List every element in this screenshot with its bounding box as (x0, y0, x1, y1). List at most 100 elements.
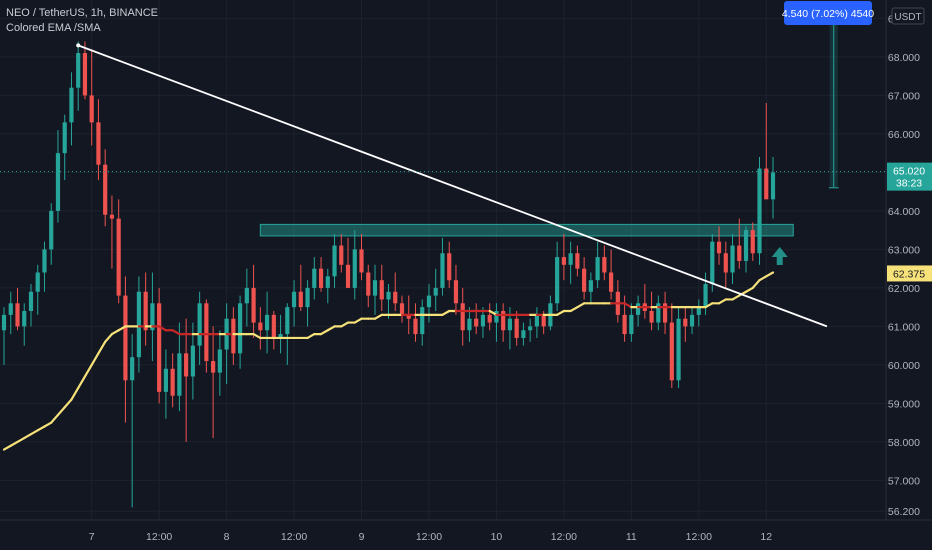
ema-segment (252, 333, 262, 340)
candle (69, 72, 74, 146)
candle (82, 41, 88, 100)
candle-body (555, 257, 560, 304)
ema-segment (488, 309, 498, 316)
candle (312, 257, 317, 300)
measure-tool[interactable]: 4.540 (7.02%) 4540 (782, 1, 874, 189)
time-tick-label: 12:00 (551, 531, 577, 543)
ema-segment (326, 325, 336, 332)
ema-segment (704, 302, 714, 309)
candle-body (635, 303, 641, 315)
candle (487, 303, 492, 331)
last-price-tag (887, 162, 932, 191)
candle-body (62, 122, 67, 154)
currency-badge[interactable] (891, 7, 925, 25)
candle-body (8, 303, 13, 315)
candle (582, 257, 587, 300)
ema-price-value: 62.375 (893, 268, 925, 280)
ema-segment (83, 363, 93, 378)
resistance-zone-rect[interactable] (259, 223, 794, 237)
candle-body (359, 249, 364, 273)
candle (157, 287, 162, 404)
measure-label-box[interactable] (784, 1, 872, 25)
candle (656, 295, 661, 331)
candle (420, 299, 425, 346)
candle (130, 334, 135, 508)
indicator-title[interactable]: Colored EMA /SMA (6, 22, 101, 34)
candle (710, 234, 715, 292)
candle-body (386, 291, 391, 300)
candle (635, 295, 641, 327)
time-tick-label: 7 (89, 531, 95, 543)
candle (204, 299, 209, 373)
candle-body (211, 361, 216, 373)
price-axis[interactable]: 70.00069.00068.00067.00066.00065.00064.0… (885, 0, 932, 550)
time-tick-label: 12:00 (281, 531, 307, 543)
candle (770, 157, 776, 219)
candle (177, 322, 182, 412)
ema-segment (29, 429, 39, 436)
ema-segment (441, 309, 451, 316)
resistance-zone[interactable] (259, 223, 794, 237)
candle (359, 234, 364, 281)
ema-segment (70, 386, 80, 401)
candle-body (103, 164, 108, 215)
candle-body (750, 230, 755, 254)
ema-segment (97, 340, 107, 355)
trendline-anchor[interactable] (76, 43, 81, 48)
time-axis[interactable]: 7 12:00 8 12:00 9 12:00 10 12:00 11 12:00 12 (0, 519, 932, 550)
candle (1, 307, 7, 365)
candle-body (683, 318, 688, 327)
candle-body (467, 318, 472, 331)
candle (318, 257, 324, 292)
symbol-title[interactable]: NEO / TetherUS, 1h, BINANCE (6, 7, 159, 19)
price-tick-label: 66.000 (888, 129, 920, 141)
candle (325, 268, 330, 304)
candle (507, 307, 513, 350)
candle-body (312, 268, 317, 288)
candle-body (703, 284, 708, 308)
time-axis-bg (0, 520, 932, 550)
candle (548, 295, 553, 331)
candle (575, 245, 580, 277)
candle (163, 349, 168, 419)
candle (305, 280, 310, 327)
candle-body (507, 318, 513, 331)
time-tick-label: 12:00 (686, 531, 712, 543)
price-tick-label: 67.000 (888, 90, 920, 102)
ema-segment (623, 302, 633, 309)
ema-segment (744, 286, 754, 293)
ema-segment (36, 425, 46, 432)
ema-segment (171, 329, 181, 336)
measure-label: 4.540 (7.02%) 4540 (782, 8, 874, 20)
candle (339, 234, 344, 273)
candlestick-series (1, 41, 776, 508)
ema-price-tag (887, 265, 932, 282)
candle-body (561, 257, 566, 265)
ema-segment (90, 352, 100, 366)
candle-body (291, 291, 297, 308)
candle (764, 103, 769, 200)
candle-body (480, 314, 486, 327)
candle-body (447, 253, 452, 281)
candle (190, 322, 195, 400)
candle (453, 264, 459, 315)
candle-body (116, 218, 121, 296)
time-tick-label: 12:00 (416, 531, 442, 543)
candle (440, 237, 445, 296)
candle-body (22, 311, 27, 327)
candle-body (723, 253, 728, 273)
price-tick-label: 61.000 (888, 321, 920, 333)
price-tick-label: 57.000 (888, 475, 920, 487)
candle (555, 241, 560, 311)
candle (399, 295, 405, 323)
candle-body (136, 291, 142, 358)
candle (757, 157, 762, 265)
candle-body (15, 303, 20, 327)
trendline-segment[interactable] (77, 44, 828, 328)
trendline[interactable] (76, 43, 828, 328)
candle (264, 291, 270, 354)
candle-body (501, 311, 506, 331)
candle-body (177, 353, 182, 396)
ema-segment (23, 433, 33, 440)
